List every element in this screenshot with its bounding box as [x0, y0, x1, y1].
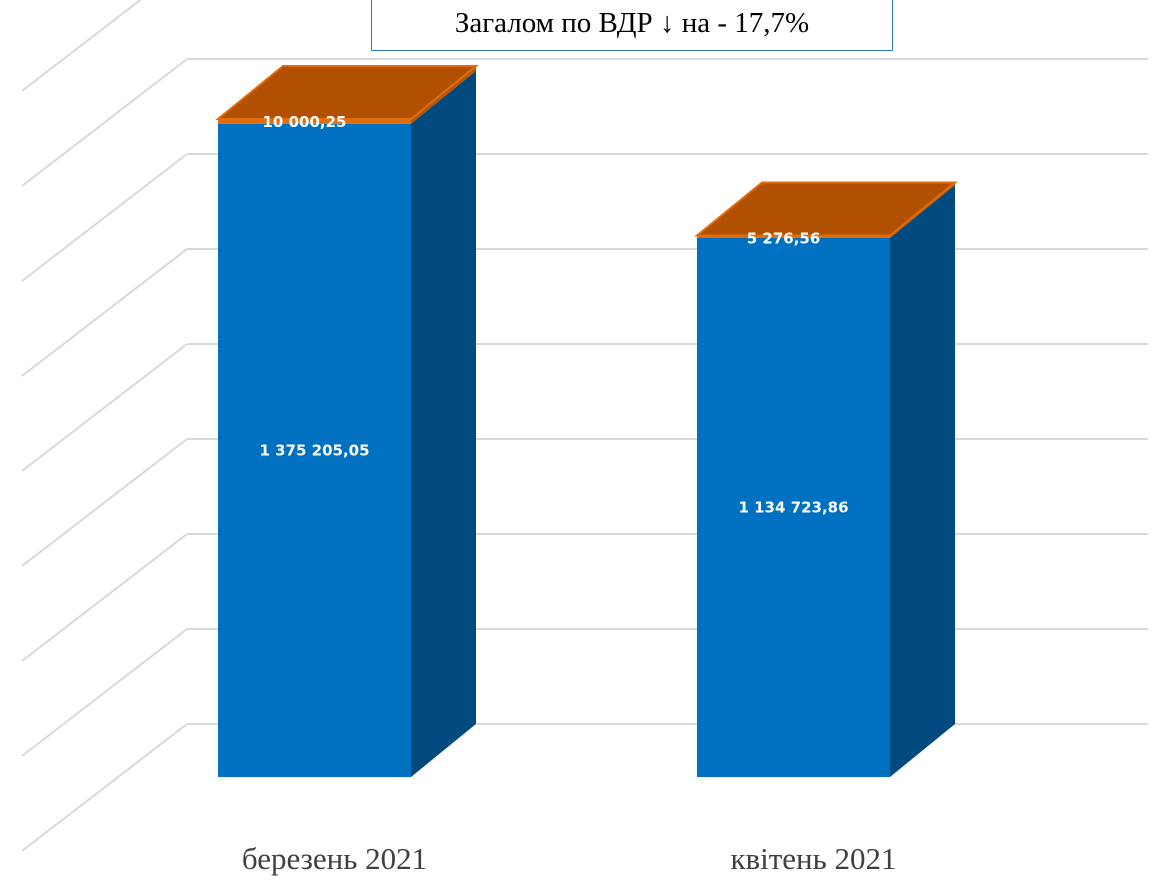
data-label-series1-1: 1 375 205,05 [259, 441, 369, 459]
gridline-side [21, 153, 188, 282]
bar-side-series1-2 [890, 185, 955, 777]
gridline-side [21, 0, 142, 92]
x-axis: березень 2021 квітень 2021 [242, 841, 897, 876]
gridline-side [21, 58, 188, 187]
bar-front-series2-2 [697, 235, 890, 239]
gridline-side [21, 723, 188, 852]
summary-annotation: Загалом по ВДР ↓ на - 17,7% [371, 0, 893, 51]
summary-annotation-text: Загалом по ВДР ↓ на - 17,7% [454, 6, 810, 39]
gridline-side [21, 628, 188, 757]
data-label-series2-1: 10 000,25 [263, 113, 347, 131]
bar-front-series2-1 [218, 119, 411, 124]
bar-top-2 [694, 181, 958, 237]
gridline-side [21, 533, 188, 662]
bars [215, 65, 958, 778]
bar-front-series1-2 [697, 238, 890, 777]
category-label-1: березень 2021 [242, 841, 427, 876]
gridlines [21, 0, 1148, 852]
bar-front-series1-1 [218, 123, 411, 778]
gridline-side [21, 248, 188, 377]
bar-side-series1-1 [411, 70, 476, 778]
category-label-2: квітень 2021 [730, 841, 896, 876]
data-label-series1-2: 1 134 723,86 [738, 499, 848, 517]
gridline-side [21, 438, 188, 567]
data-labels: 1 375 205,05 10 000,25 1 134 723,86 5 276,5… [259, 113, 848, 516]
gridline-side [21, 343, 188, 472]
data-label-series2-2: 5 276,56 [747, 229, 821, 247]
bar-top-1 [215, 65, 479, 121]
